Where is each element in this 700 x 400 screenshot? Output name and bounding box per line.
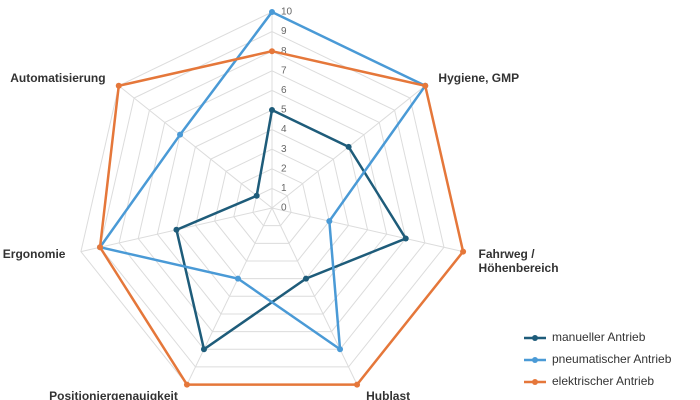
grid-ring: [137, 70, 407, 333]
data-point: [234, 275, 241, 282]
data-point: [97, 244, 104, 251]
series-line: [97, 10, 428, 352]
category-label: Hygiene, GMP: [438, 71, 520, 86]
data-point: [303, 275, 310, 282]
r-tick-label: 10: [281, 7, 293, 18]
data-point: [326, 218, 333, 225]
data-point: [269, 48, 275, 55]
data-point: [269, 9, 275, 15]
grid-ring: [195, 129, 349, 280]
data-point: [354, 381, 361, 388]
r-tick-label: 7: [281, 65, 287, 76]
axis-spoke: [271, 207, 464, 253]
grid-ring: [156, 89, 388, 315]
category-label: Ergonomie: [2, 247, 66, 262]
r-tick-label: 5: [281, 105, 287, 116]
category-label: Hublast: [366, 389, 411, 400]
grid-ring: [99, 31, 445, 368]
r-tick-label: 0: [281, 203, 287, 214]
grid-ring: [175, 109, 369, 297]
r-tick-label: 9: [281, 26, 287, 37]
series-line: [98, 49, 465, 386]
category-label: Fahrweg / Höhenbereich: [478, 247, 559, 276]
axis-spoke: [186, 207, 273, 385]
r-tick-label: 3: [281, 144, 287, 155]
legend-marker: [532, 335, 538, 341]
legend-label: elektrischer Antrieb: [552, 374, 655, 388]
data-point: [337, 346, 344, 353]
data-point: [115, 82, 122, 89]
r-tick-label: 2: [281, 163, 287, 174]
data-point: [269, 107, 275, 113]
grid-ring: [233, 168, 311, 244]
data-point: [253, 192, 260, 199]
legend-label: manueller Antrieb: [552, 330, 646, 344]
r-tick-label: 6: [281, 85, 287, 96]
category-label: ATEX / Ex Zone: [192, 0, 352, 2]
category-label: Positioniergenauigkeit: [49, 389, 178, 400]
series-line: [175, 108, 408, 352]
r-tick-label: 4: [281, 124, 287, 135]
grid-ring: [214, 148, 330, 262]
axis-spoke: [118, 85, 273, 209]
axis-spoke: [271, 207, 358, 385]
legend-marker: [532, 379, 538, 385]
data-point: [183, 381, 190, 388]
grid-ring: [118, 50, 426, 350]
legend-label: pneumatischer Antrieb: [552, 352, 672, 366]
data-point: [173, 226, 180, 233]
data-point: [402, 235, 409, 242]
data-point: [345, 143, 352, 150]
data-point: [200, 346, 207, 353]
r-tick-label: 1: [281, 183, 287, 194]
category-label: Automatisierung: [10, 71, 106, 86]
data-point: [177, 131, 184, 138]
data-point: [422, 82, 429, 89]
r-tick-label: 8: [281, 46, 287, 57]
legend-marker: [532, 357, 538, 363]
data-point: [460, 248, 467, 255]
